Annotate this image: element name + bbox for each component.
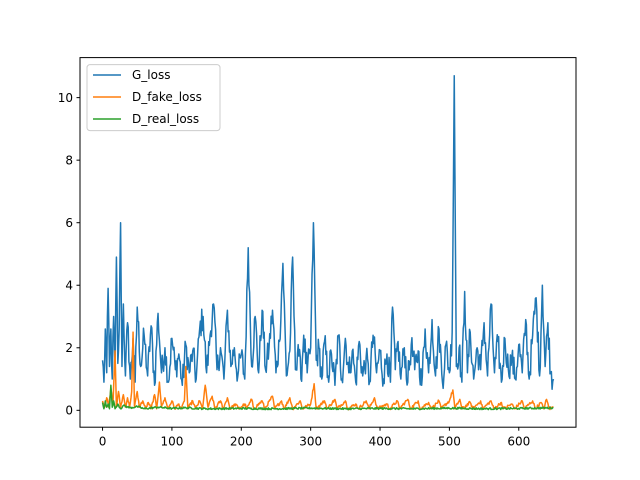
y-axis: 0 2 4 6 8 10 xyxy=(58,91,80,418)
legend-label-d-fake-loss: D_fake_loss xyxy=(132,90,202,104)
x-tick-label: 300 xyxy=(299,435,322,449)
plot-area xyxy=(101,74,555,411)
series-line-g-loss xyxy=(101,74,555,391)
x-tick-label: 500 xyxy=(438,435,461,449)
x-axis: 0 100 200 300 400 500 600 xyxy=(99,427,530,449)
y-tick-label: 6 xyxy=(65,216,73,230)
x-tick-label: 400 xyxy=(369,435,392,449)
legend-box xyxy=(86,64,221,132)
x-tick-label: 100 xyxy=(160,435,183,449)
x-tick-label: 600 xyxy=(507,435,530,449)
y-tick-label: 4 xyxy=(65,278,73,292)
x-tick-label: 200 xyxy=(230,435,253,449)
legend-label-g-loss: G_loss xyxy=(132,68,170,82)
y-tick-label: 10 xyxy=(58,91,73,105)
y-tick-label: 0 xyxy=(65,404,73,418)
legend: G_loss D_fake_loss D_real_loss xyxy=(86,64,221,132)
series-line-d-real-loss xyxy=(101,384,554,411)
legend-label-d-real-loss: D_real_loss xyxy=(132,112,199,126)
y-tick-label: 8 xyxy=(65,153,73,167)
y-tick-label: 2 xyxy=(65,341,73,355)
x-tick-label: 0 xyxy=(99,435,107,449)
axes-frame xyxy=(79,57,577,428)
